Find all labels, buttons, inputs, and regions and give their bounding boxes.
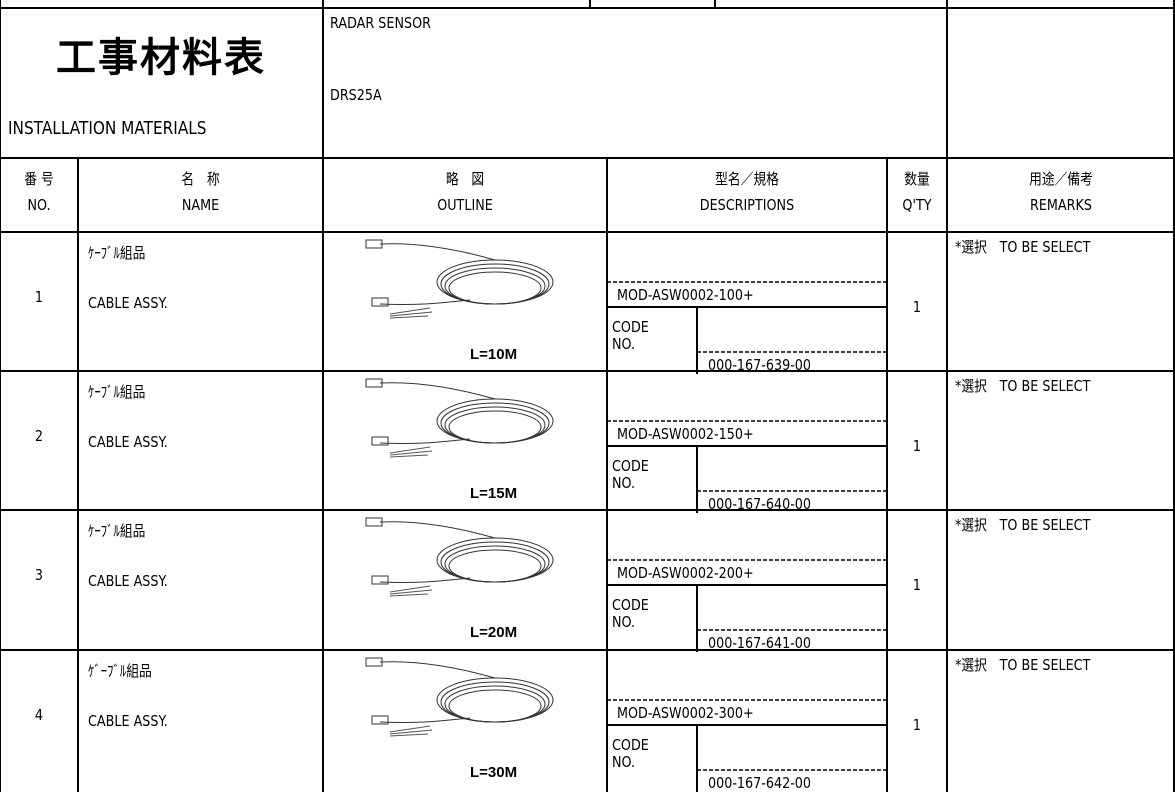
code-label: CODE bbox=[612, 736, 649, 754]
cable-drawing bbox=[389, 725, 433, 737]
column-header-jp: 番 号 bbox=[24, 170, 54, 188]
code-number: 000-167-640-00 bbox=[708, 495, 812, 513]
name-jp: ｹｰﾌﾞﾙ組品 bbox=[88, 522, 146, 540]
remarks: *選択 TO BE SELECT bbox=[955, 377, 1091, 395]
item-number: 3 bbox=[34, 566, 44, 584]
column-header-jp: 用途／備考 bbox=[1029, 170, 1093, 188]
item-number: 1 bbox=[34, 288, 44, 306]
item-number: 2 bbox=[34, 427, 44, 445]
remarks: *選択 TO BE SELECT bbox=[955, 656, 1091, 674]
cable-drawing bbox=[365, 378, 383, 388]
cable-drawing bbox=[365, 517, 383, 527]
cable-drawing bbox=[365, 657, 383, 667]
outline-label: L=20M bbox=[470, 624, 518, 641]
item-number: 4 bbox=[34, 706, 44, 724]
outline-label: L=15M bbox=[470, 485, 518, 502]
code-label: NO. bbox=[612, 753, 636, 771]
cable-drawing bbox=[371, 715, 389, 725]
code-label: NO. bbox=[612, 613, 636, 631]
code-label: CODE bbox=[612, 596, 649, 614]
remarks: *選択 TO BE SELECT bbox=[955, 238, 1091, 256]
cable-drawing bbox=[448, 410, 542, 444]
code-number: 000-167-639-00 bbox=[708, 356, 812, 374]
name-jp: ｹｰﾌﾞﾙ組品 bbox=[88, 383, 146, 401]
column-header-en: REMARKS bbox=[1030, 196, 1092, 214]
column-header-en: NO. bbox=[27, 196, 51, 214]
cable-drawing bbox=[379, 299, 471, 306]
column-header-en: DESCRIPTIONS bbox=[699, 196, 795, 214]
name-en: CABLE ASSY. bbox=[88, 572, 168, 590]
cable-drawing bbox=[389, 307, 433, 319]
column-header-jp: 略 図 bbox=[445, 170, 485, 188]
code-number: 000-167-642-00 bbox=[708, 774, 812, 792]
cable-drawing bbox=[379, 577, 471, 584]
cable-drawing bbox=[389, 446, 433, 458]
cable-drawing bbox=[379, 243, 496, 261]
cable-drawing bbox=[379, 521, 496, 539]
code-label: CODE bbox=[612, 318, 649, 336]
code-label: CODE bbox=[612, 457, 649, 475]
code-label: NO. bbox=[612, 474, 636, 492]
type-name: MOD-ASW0002-300+ bbox=[617, 704, 754, 722]
cable-drawing bbox=[371, 575, 389, 585]
name-en: CABLE ASSY. bbox=[88, 294, 168, 312]
name-jp: ｹｰﾌﾞﾙ組品 bbox=[88, 244, 146, 262]
type-name: MOD-ASW0002-200+ bbox=[617, 564, 754, 582]
cable-drawing bbox=[365, 239, 383, 249]
quantity: 1 bbox=[912, 576, 922, 594]
cable-drawing bbox=[371, 436, 389, 446]
column-header-jp: 型名／規格 bbox=[715, 170, 779, 188]
cable-drawing bbox=[379, 717, 471, 724]
column-header-en: OUTLINE bbox=[437, 196, 493, 214]
cable-drawing bbox=[448, 689, 542, 723]
remarks: *選択 TO BE SELECT bbox=[955, 516, 1091, 534]
code-number: 000-167-641-00 bbox=[708, 634, 812, 652]
cable-drawing bbox=[379, 438, 471, 445]
quantity: 1 bbox=[912, 716, 922, 734]
cable-drawing bbox=[371, 297, 389, 307]
cable-drawing bbox=[448, 271, 542, 305]
name-en: CABLE ASSY. bbox=[88, 433, 168, 451]
quantity: 1 bbox=[912, 298, 922, 316]
outline-label: L=10M bbox=[470, 346, 518, 363]
quantity: 1 bbox=[912, 437, 922, 455]
type-name: MOD-ASW0002-100+ bbox=[617, 286, 754, 304]
name-en: CABLE ASSY. bbox=[88, 712, 168, 730]
cable-drawing bbox=[379, 382, 496, 400]
title-en: INSTALLATION MATERIALS bbox=[8, 118, 207, 139]
column-header-jp: 数量 bbox=[904, 170, 930, 188]
cable-drawing bbox=[448, 549, 542, 583]
name-jp: ｹﾞｰﾌﾞﾙ組品 bbox=[88, 662, 152, 680]
outline-label: L=30M bbox=[470, 764, 518, 781]
column-header-en: Q'TY bbox=[902, 196, 932, 214]
column-header-en: NAME bbox=[181, 196, 220, 214]
cable-drawing bbox=[389, 585, 433, 597]
column-header-jp: 名 称 bbox=[181, 170, 220, 188]
type-name: MOD-ASW0002-150+ bbox=[617, 425, 754, 443]
cable-drawing bbox=[379, 661, 496, 679]
code-label: NO. bbox=[612, 335, 636, 353]
product: RADAR SENSOR bbox=[330, 14, 431, 32]
model: DRS25A bbox=[330, 86, 382, 104]
